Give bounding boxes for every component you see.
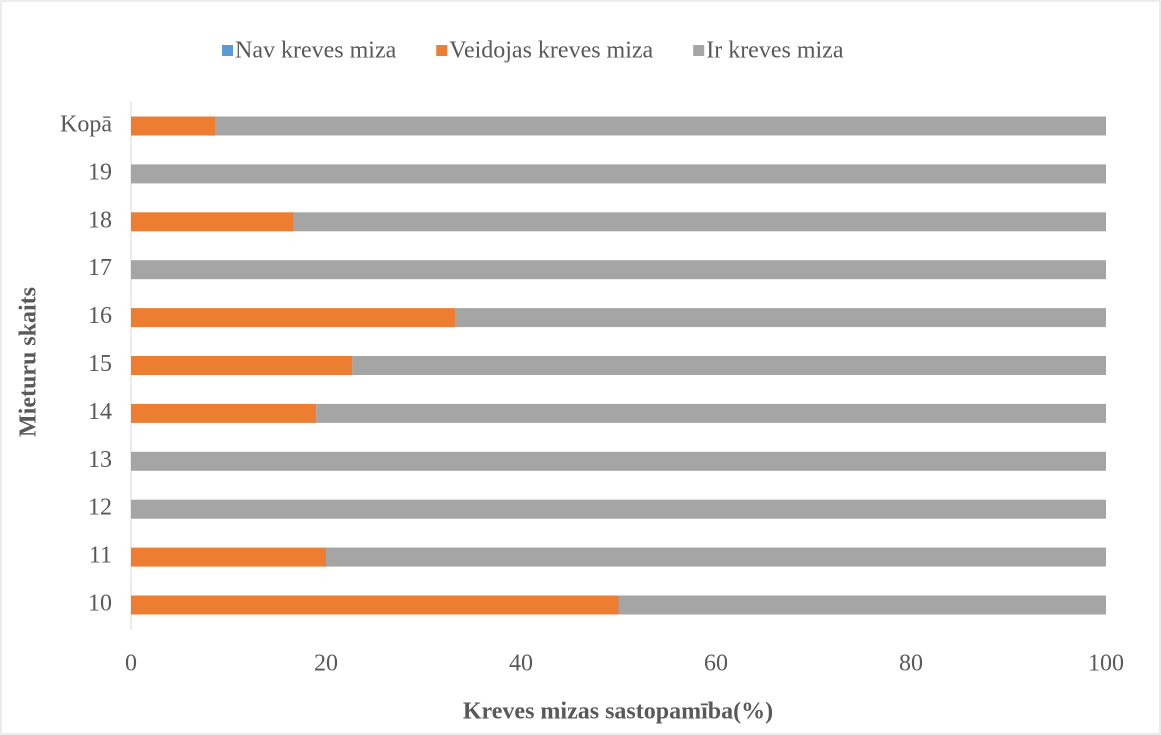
y-tick-label: 14 (88, 399, 112, 425)
y-tick-label: 15 (88, 351, 112, 377)
y-tick-label: 12 (88, 495, 112, 521)
x-tick-label: 80 (899, 651, 923, 677)
bar-segment (326, 547, 1106, 567)
y-tick-label: 17 (88, 255, 112, 281)
x-tick-label: 40 (509, 651, 533, 677)
bar-segment (131, 403, 317, 423)
y-tick-label: 11 (89, 543, 112, 569)
legend-swatch (222, 45, 233, 56)
bar-segment (131, 499, 1106, 519)
legend-swatch (693, 45, 705, 56)
y-tick-label: 10 (88, 591, 112, 617)
bar-segment (131, 595, 619, 615)
legend-label: Ir kreves miza (706, 38, 844, 64)
bar-segment (352, 356, 1106, 375)
y-tick-label: 18 (88, 207, 112, 233)
bar-segment (215, 116, 1106, 136)
legend-label: Nav kreves miza (235, 38, 397, 64)
y-tick-label: Kopā (60, 112, 112, 138)
y-tick-label: 13 (88, 447, 112, 473)
bar-segment (131, 260, 1106, 280)
x-tick-label: 0 (125, 651, 137, 677)
bar-segment (293, 212, 1106, 232)
legend-swatch (436, 45, 448, 56)
x-tick-label: 20 (314, 651, 338, 677)
bar-segment (131, 356, 353, 375)
bar-segment (316, 403, 1106, 423)
bar-segment (131, 116, 216, 136)
bar-segment (131, 451, 1106, 471)
y-tick-label: 19 (88, 159, 112, 185)
x-tick-label: 60 (704, 651, 728, 677)
y-axis-title: Mieturu skaits (16, 287, 42, 437)
bar-segment (131, 308, 456, 328)
x-axis-title: Kreves mizas sastopamība(%) (463, 699, 773, 725)
bar-segment (131, 164, 1106, 184)
y-tick-label: 16 (88, 303, 112, 329)
bar-segment (618, 595, 1106, 615)
bar-segment (455, 308, 1106, 328)
legend-label: Veidojas kreves miza (449, 38, 653, 64)
x-tick-label: 100 (1088, 651, 1124, 677)
bar-segment (131, 547, 326, 567)
bar-segment (131, 212, 294, 232)
